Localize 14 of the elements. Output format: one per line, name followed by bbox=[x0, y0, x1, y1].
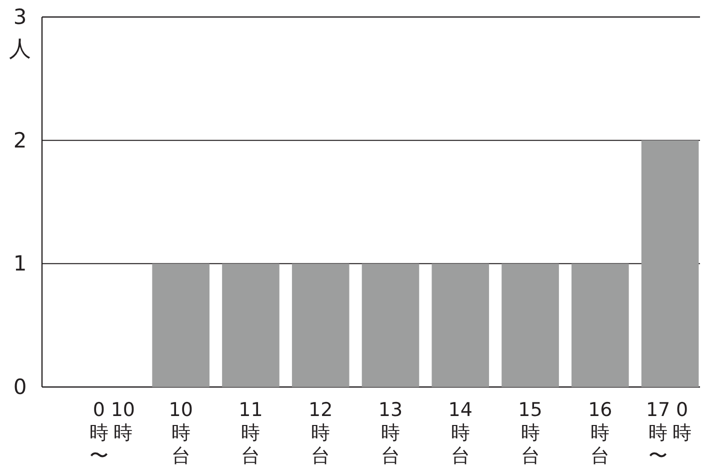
y-tick-label: 0 bbox=[13, 375, 27, 399]
y-tick-label: 2 bbox=[13, 128, 27, 152]
x-tick-label: 14時台 bbox=[448, 399, 472, 467]
x-tick-label: 13時台 bbox=[378, 399, 403, 467]
x-tick-label: 11時台 bbox=[238, 399, 263, 467]
x-tick-label: 15時台 bbox=[518, 399, 542, 467]
category-label: 0時〜10時 bbox=[89, 399, 136, 467]
category-label: 17時〜0時 bbox=[646, 399, 692, 467]
y-tick-label: 3 bbox=[13, 5, 27, 29]
x-tick-label: 16時台 bbox=[588, 399, 612, 467]
y-axis-title: 人 bbox=[9, 37, 31, 62]
x-tick-label: 10時台 bbox=[168, 399, 193, 467]
x-tick-label: 12時台 bbox=[308, 399, 333, 467]
y-tick-label: 1 bbox=[13, 252, 27, 276]
